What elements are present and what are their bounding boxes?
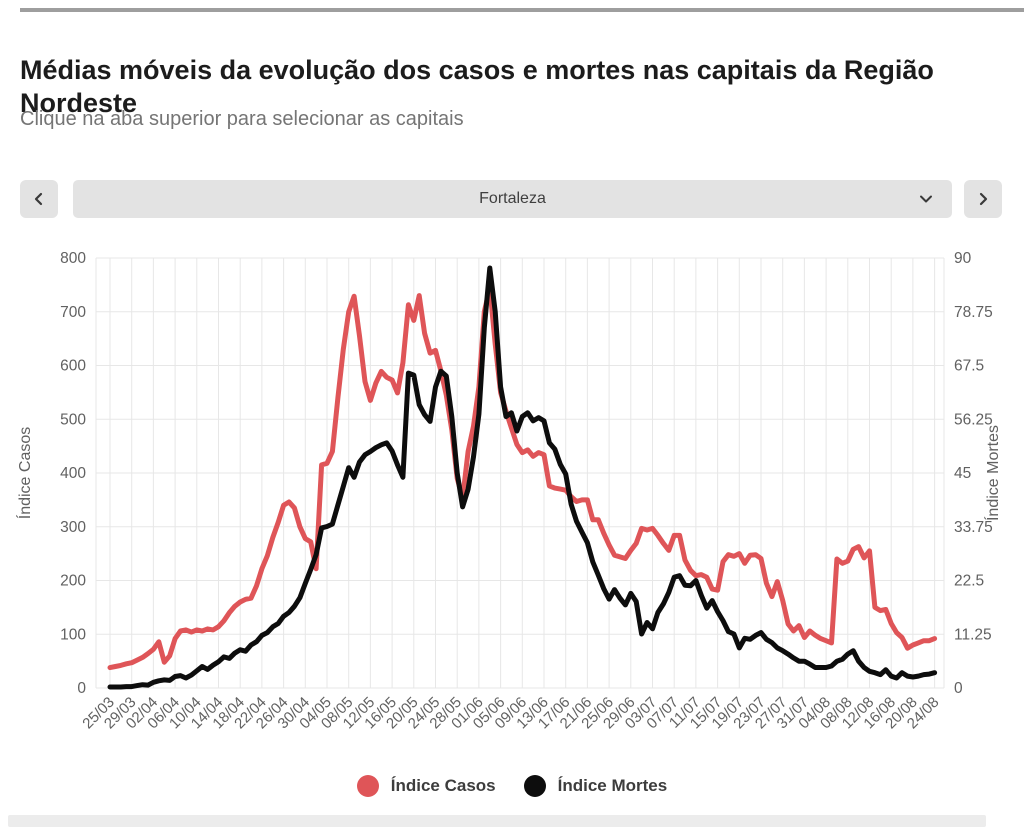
svg-text:78.75: 78.75 bbox=[954, 304, 993, 321]
svg-text:Índice Mortes: Índice Mortes bbox=[983, 425, 1002, 521]
svg-text:0: 0 bbox=[954, 680, 963, 697]
svg-text:600: 600 bbox=[60, 358, 86, 375]
previous-capital-button[interactable] bbox=[20, 180, 58, 218]
page-subtitle: Clique na aba superior para selecionar a… bbox=[20, 108, 464, 130]
mortes-legend-dot-icon bbox=[523, 775, 546, 797]
svg-text:Índice Casos: Índice Casos bbox=[15, 427, 34, 520]
svg-text:22.5: 22.5 bbox=[954, 573, 984, 590]
legend-label: Índice Mortes bbox=[557, 776, 668, 795]
chevron-left-icon bbox=[32, 192, 46, 206]
svg-text:90: 90 bbox=[954, 250, 972, 267]
svg-text:200: 200 bbox=[60, 573, 86, 590]
svg-text:67.5: 67.5 bbox=[954, 358, 984, 375]
legend-item-casos[interactable]: Índice Casos bbox=[356, 775, 496, 797]
svg-text:11.25: 11.25 bbox=[954, 626, 992, 643]
chevron-right-icon bbox=[976, 192, 990, 206]
svg-text:56.25: 56.25 bbox=[954, 411, 993, 428]
svg-text:800: 800 bbox=[60, 250, 86, 267]
top-border-divider bbox=[20, 8, 1024, 12]
svg-text:33.75: 33.75 bbox=[954, 519, 993, 536]
page-title: Médias móveis da evolução dos casos e mo… bbox=[20, 55, 934, 119]
svg-text:400: 400 bbox=[60, 465, 86, 482]
chevron-down-icon bbox=[918, 191, 934, 212]
legend-label: Índice Casos bbox=[390, 776, 496, 795]
chart-legend: Índice Casos Índice Mortes bbox=[0, 775, 1024, 797]
svg-text:300: 300 bbox=[60, 519, 86, 536]
svg-text:500: 500 bbox=[60, 411, 86, 428]
line-chart: 0 0 100 11.25 200 22.5 300 33.75 400 45 500 56.25 60… bbox=[0, 240, 1024, 775]
horizontal-scrollbar[interactable] bbox=[8, 815, 986, 827]
svg-text:100: 100 bbox=[60, 626, 86, 643]
capital-select-value: Fortaleza bbox=[479, 190, 546, 207]
legend-item-mortes[interactable]: Índice Mortes bbox=[523, 775, 668, 797]
chart-canvas: 0 0 100 11.25 200 22.5 300 33.75 400 45 500 56.25 60… bbox=[15, 250, 1002, 732]
svg-text:45: 45 bbox=[954, 465, 971, 482]
capital-select[interactable]: Fortaleza bbox=[73, 180, 952, 218]
next-capital-button[interactable] bbox=[964, 180, 1002, 218]
svg-text:700: 700 bbox=[60, 304, 86, 321]
casos-legend-dot-icon bbox=[356, 775, 379, 797]
svg-text:0: 0 bbox=[77, 680, 86, 697]
